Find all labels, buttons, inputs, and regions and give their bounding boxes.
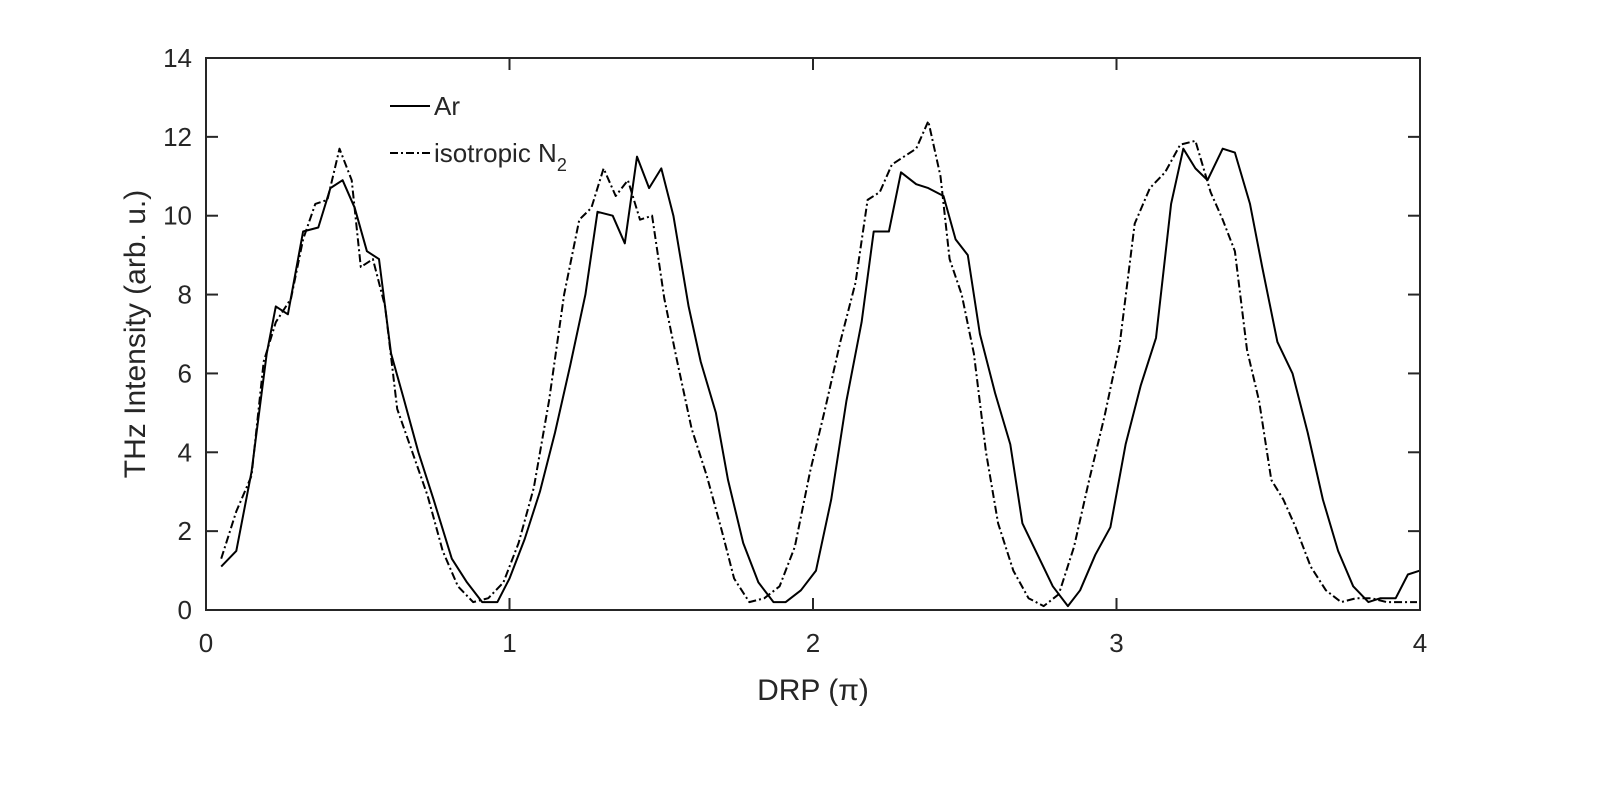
y-tick-label: 12	[163, 122, 192, 152]
legend-label-ar: Ar	[434, 91, 460, 121]
legend-label-n2-subscript: 2	[557, 155, 567, 175]
y-tick-label: 10	[163, 201, 192, 231]
x-tick-labels: 0 1 2 3 4	[199, 628, 1427, 658]
x-axis-label: DRP (π)	[757, 674, 869, 707]
x-tick-label: 3	[1109, 628, 1123, 658]
y-tick-label: 2	[178, 516, 192, 546]
series-layer	[220, 120, 1421, 608]
y-axis-label: THz Intensity (arb. u.)	[119, 190, 152, 478]
y-tick-label: 8	[178, 280, 192, 310]
y-tick-label: 0	[178, 595, 192, 625]
plot-frame	[205, 57, 1421, 611]
y-tick-label: 6	[178, 358, 192, 388]
x-tick-label: 0	[199, 628, 213, 658]
y-tick-labels: 0 2 4 6 8 10 12 14	[163, 43, 192, 625]
x-tick-label: 1	[502, 628, 516, 658]
y-tick-label: 4	[178, 437, 192, 467]
x-tick-label: 4	[1413, 628, 1427, 658]
legend-label-n2-main: isotropic N	[434, 138, 557, 168]
y-tick-label: 14	[163, 43, 192, 73]
series-line-isotropic-n2	[220, 120, 1417, 608]
series-line-ar	[220, 147, 1421, 608]
x-tick-label: 2	[806, 628, 820, 658]
legend: Ar isotropic N2	[390, 91, 567, 175]
legend-label-n2: isotropic N2	[434, 138, 567, 175]
